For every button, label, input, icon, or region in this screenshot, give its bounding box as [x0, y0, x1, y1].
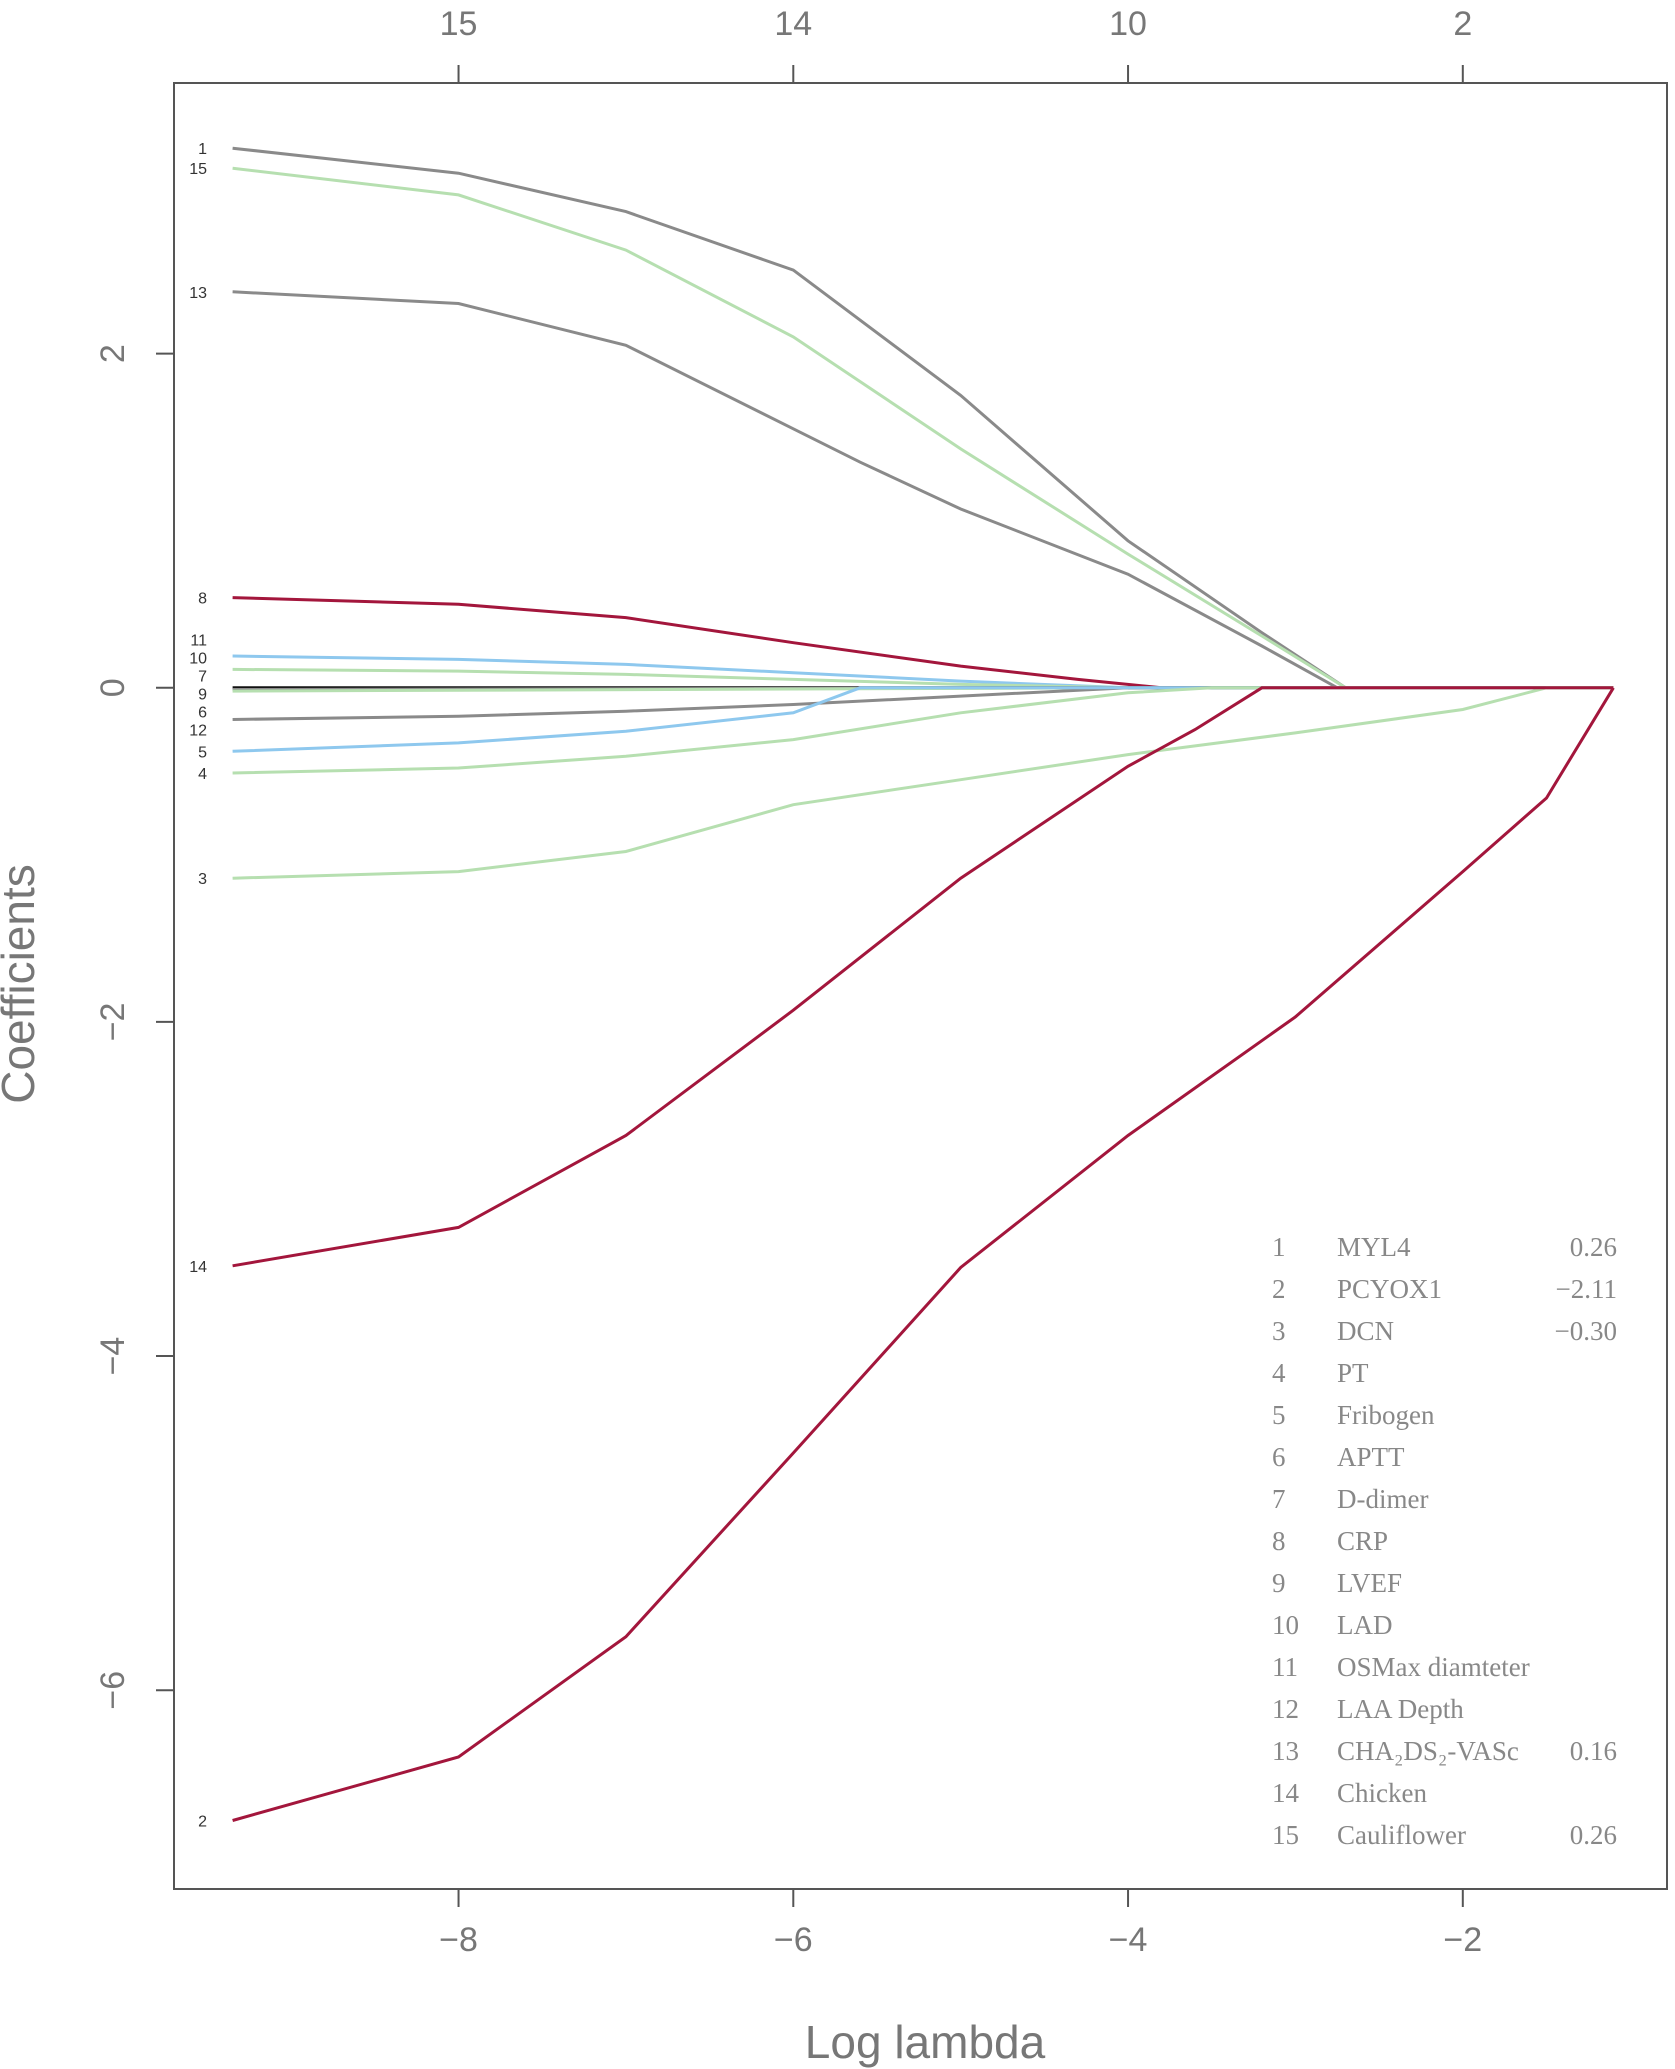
legend-number: 9	[1272, 1568, 1286, 1598]
legend-name: APTT	[1337, 1442, 1405, 1472]
legend-number: 8	[1272, 1526, 1286, 1556]
axes: −8 −6 −4 −215 14 10 2−6−4−202	[94, 5, 1482, 1959]
legend-number: 3	[1272, 1316, 1286, 1346]
legend-number: 14	[1272, 1778, 1300, 1808]
path-label: 4	[198, 766, 207, 783]
path-label: 5	[198, 744, 207, 761]
legend-name: Fribogen	[1337, 1400, 1435, 1430]
legend-name: PCYOX1	[1337, 1274, 1442, 1304]
path-label: 2	[198, 1814, 207, 1831]
legend-number: 4	[1272, 1358, 1286, 1388]
top-tick-label: 15	[440, 5, 478, 43]
coefficient-path-8	[232, 596, 1614, 690]
legend-number: 7	[1272, 1484, 1286, 1514]
legend-name: LAD	[1337, 1610, 1393, 1640]
path-label: 9	[198, 686, 207, 703]
coefficient-path-15	[232, 166, 1614, 690]
path-label: 10	[189, 650, 207, 667]
coefficient-path-12	[232, 686, 1614, 721]
legend-name: CRP	[1337, 1526, 1388, 1556]
top-tick-label: 14	[774, 5, 812, 43]
coefficient-path-14	[232, 686, 1614, 1268]
path-label: 11	[190, 632, 207, 649]
coefficient-paths	[232, 146, 1615, 1822]
y-tick-label: 2	[94, 344, 132, 363]
path-label: 13	[189, 285, 207, 302]
legend-name: D-dimer	[1337, 1484, 1428, 1514]
coefficient-path-4	[232, 686, 1614, 775]
path-label: 3	[198, 871, 207, 888]
coefficient-path-5	[232, 686, 1614, 753]
legend-name: MYL4	[1337, 1232, 1411, 1262]
legend: 1 MYL4 0.26 2 PCYOX1 −2.11 3 DCN −0.30 4 PT 5 Fribog…	[1272, 1232, 1617, 1850]
coefficient-path-1	[232, 146, 1614, 690]
legend-number: 15	[1272, 1820, 1299, 1850]
legend-value: 0.26	[1570, 1232, 1617, 1262]
legend-number: 1	[1272, 1232, 1286, 1262]
path-label: 14	[189, 1259, 207, 1276]
legend-number: 10	[1272, 1610, 1299, 1640]
y-tick-label: −4	[94, 1337, 132, 1376]
legend-name: CHA₂DS₂-VASc	[1337, 1736, 1519, 1766]
path-label: 1	[198, 141, 207, 158]
legend-number: 2	[1272, 1274, 1286, 1304]
top-tick-label: 2	[1453, 5, 1472, 43]
legend-value: −0.30	[1555, 1316, 1617, 1346]
legend-name: DCN	[1337, 1316, 1394, 1346]
legend-value: 0.16	[1570, 1736, 1617, 1766]
legend-number: 13	[1272, 1736, 1299, 1766]
legend-number: 6	[1272, 1442, 1286, 1472]
x-tick-label: −2	[1443, 1921, 1482, 1959]
coefficient-path-3	[232, 686, 1614, 880]
x-axis-label: Log lambda	[805, 2016, 1046, 2068]
path-label: 6	[198, 704, 207, 721]
legend-name: Chicken	[1337, 1778, 1427, 1808]
path-label: 7	[198, 668, 207, 685]
y-tick-label: 0	[94, 678, 132, 697]
plot-frame	[173, 82, 1668, 1890]
y-tick-label: −6	[94, 1671, 132, 1710]
legend-name: Cauliflower	[1337, 1820, 1466, 1850]
legend-name: LVEF	[1337, 1568, 1402, 1598]
legend-name: PT	[1337, 1358, 1369, 1388]
legend-number: 5	[1272, 1400, 1286, 1430]
y-tick-label: −2	[94, 1003, 132, 1042]
legend-number: 12	[1272, 1694, 1299, 1724]
top-tick-label: 10	[1109, 5, 1147, 43]
legend-value: 0.26	[1570, 1820, 1617, 1850]
y-axis-label: Coefficients	[0, 864, 44, 1104]
x-tick-label: −4	[1109, 1921, 1148, 1959]
x-tick-label: −8	[439, 1921, 478, 1959]
legend-value: −2.11	[1556, 1274, 1617, 1304]
x-tick-label: −6	[774, 1921, 813, 1959]
legend-number: 11	[1272, 1652, 1298, 1682]
legend-name: OSMax diamteter	[1337, 1652, 1530, 1682]
coefficient-path-2	[232, 687, 1615, 1822]
legend-name: LAA Depth	[1337, 1694, 1464, 1724]
coefficient-path-13	[232, 290, 1614, 690]
path-label: 8	[198, 591, 207, 608]
path-label: 15	[189, 161, 207, 178]
path-label: 12	[189, 722, 207, 739]
